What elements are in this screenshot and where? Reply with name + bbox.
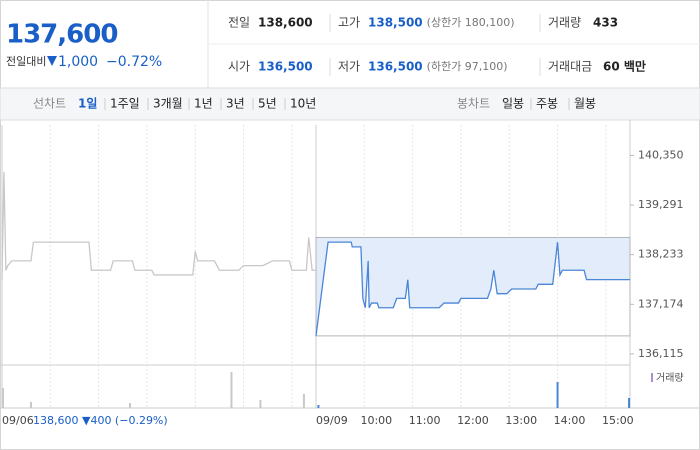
price-line — [315, 241, 630, 336]
stat-value: 60 백만 — [603, 59, 646, 74]
tab[interactable]: 월봉 — [574, 97, 596, 111]
stat-note: (하한가 97,100) — [427, 59, 508, 73]
stat-label: 전일 — [228, 16, 250, 30]
volume-bar — [317, 405, 320, 408]
volume-bar — [302, 394, 305, 408]
change-rate: −0.72% — [106, 54, 162, 70]
stat-value: 136,500 — [368, 60, 423, 74]
price-line — [1, 171, 316, 280]
x-tick-label: 10:00 — [360, 414, 392, 427]
stat-value: 138,600 — [258, 16, 313, 30]
annotation: 138,600 ▼400 (−0.29%) — [33, 414, 168, 427]
volume-bar — [259, 400, 262, 408]
stat-label: 거래대금 — [548, 60, 592, 74]
tab[interactable]: 일봉 — [502, 97, 524, 111]
price: 137,600 — [6, 20, 117, 50]
legend-label: 거래량 — [656, 372, 684, 384]
tab-group-label: 봉차트 — [457, 97, 490, 111]
stat-label: 거래량 — [548, 16, 581, 30]
stat-value: 138,500 — [368, 16, 423, 30]
x-tick-label: 13:00 — [505, 414, 537, 427]
x-tick-label: 15:00 — [602, 414, 634, 427]
tab[interactable]: 5년 — [258, 97, 277, 111]
x-tick-label: 11:00 — [409, 414, 441, 427]
tab[interactable]: 3년 — [226, 97, 245, 111]
baseline-box — [315, 236, 631, 337]
x-tick-label: 09/09 — [316, 414, 348, 427]
y-tick-label: 140,350 — [638, 148, 684, 161]
stat-note: (상한가 180,100) — [427, 16, 515, 29]
tab[interactable]: 1년 — [194, 97, 213, 111]
volume-bar — [556, 382, 559, 408]
tab-bar — [0, 87, 700, 121]
down-arrow — [47, 56, 57, 66]
tab[interactable]: 1일 — [78, 97, 97, 111]
y-tick-label: 136,115 — [638, 347, 684, 360]
tab[interactable]: 3개월 — [153, 97, 183, 111]
area-fill — [316, 237, 630, 336]
y-tick-label: 139,291 — [638, 198, 684, 211]
x-tick-label: 14:00 — [554, 414, 586, 427]
stat-label: 고가 — [338, 16, 360, 30]
stat-label: 저가 — [338, 60, 360, 74]
y-tick-label: 137,174 — [638, 297, 684, 310]
volume-bar — [129, 403, 132, 408]
legend-swatch — [651, 373, 653, 382]
stat-value: 136,500 — [258, 60, 313, 74]
tab[interactable]: 주봉 — [536, 97, 558, 111]
tab[interactable]: 10년 — [290, 97, 316, 111]
x-tick-label: 09/06 — [2, 414, 34, 427]
x-tick-label: 12:00 — [457, 414, 489, 427]
y-tick-label: 138,233 — [638, 248, 684, 261]
stat-label: 시가 — [228, 60, 250, 74]
volume-bar — [29, 402, 32, 408]
tab-group-label: 선차트 — [33, 97, 66, 111]
change: 1,000 — [58, 54, 98, 70]
tab[interactable]: 1주일 — [110, 97, 140, 111]
volume-bar — [628, 398, 631, 408]
change-label: 전일대비 — [6, 54, 46, 68]
volume-bar — [1, 388, 4, 408]
stat-value: 433 — [593, 16, 618, 30]
volume-bar — [230, 372, 233, 408]
